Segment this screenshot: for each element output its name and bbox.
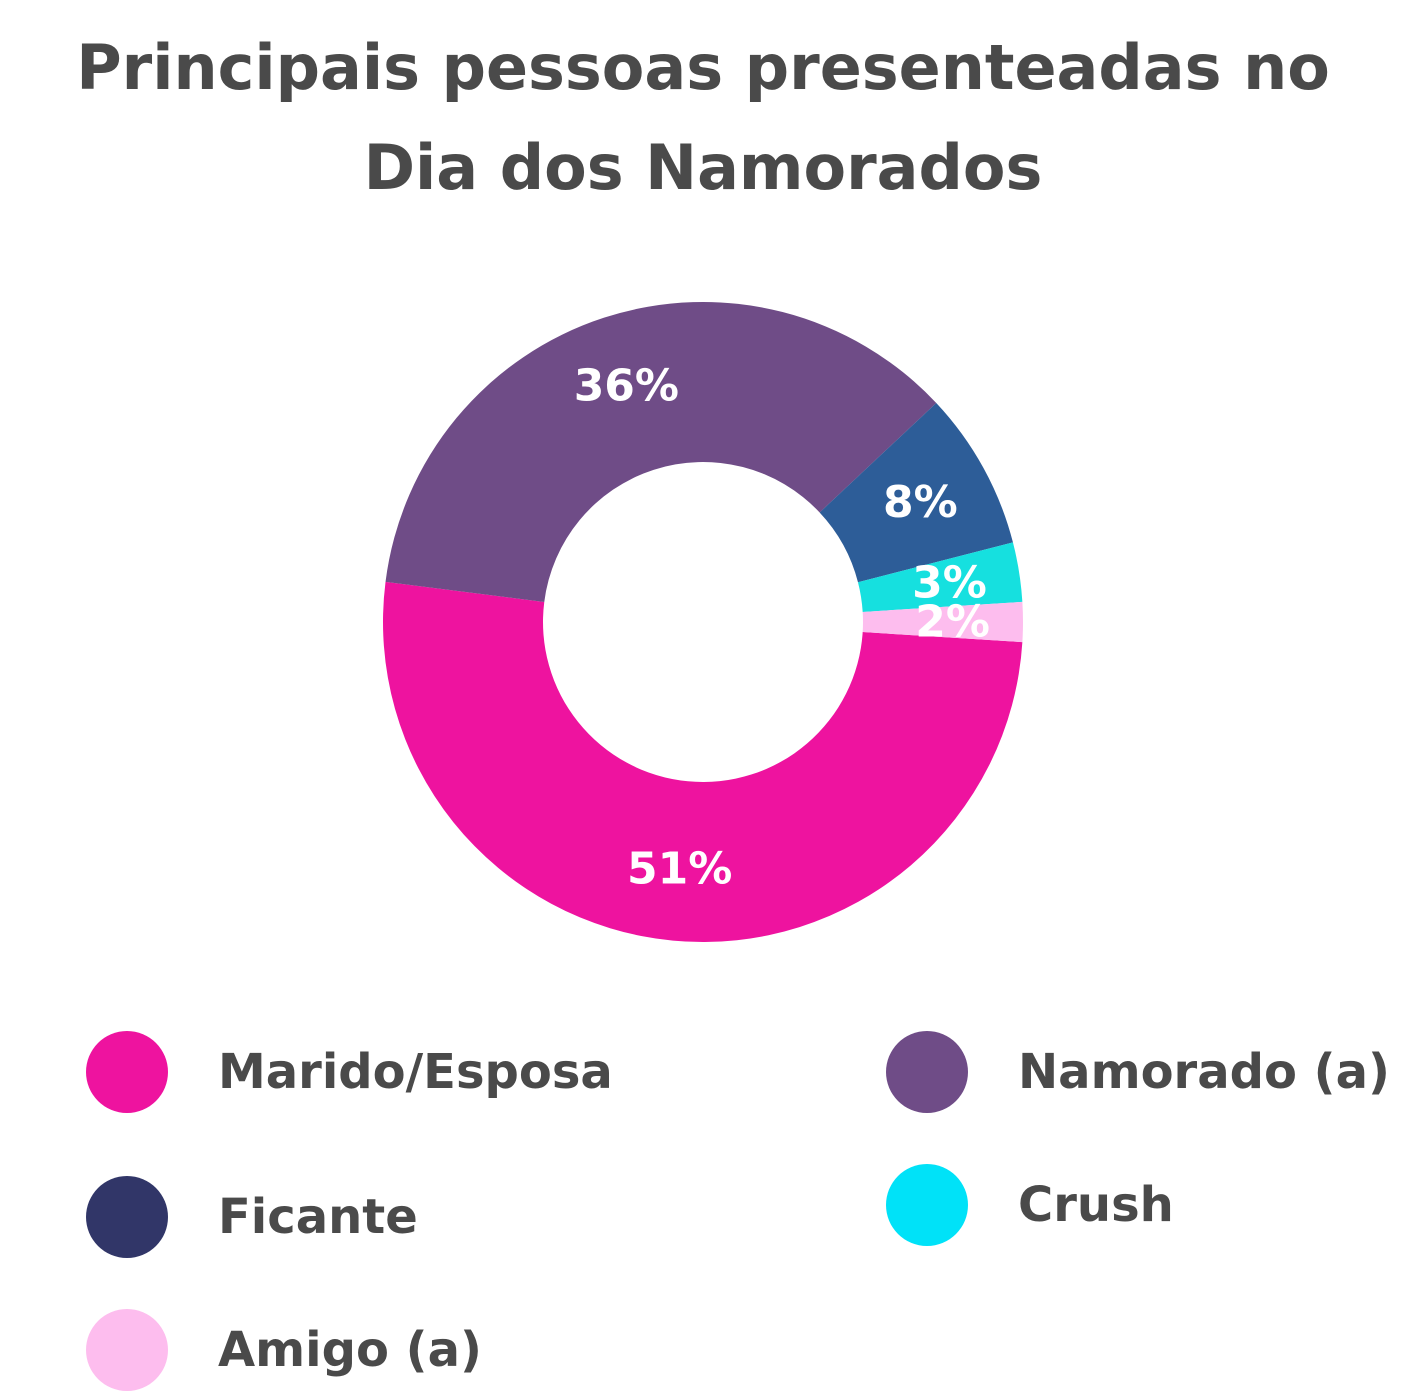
slice-namorado-a[interactable]: [385, 301, 937, 602]
chart-title: Principais pessoas presenteadas no Dia d…: [76, 31, 1330, 204]
slice-label-ficante: 8%: [883, 477, 958, 528]
slice-label-crush: 3%: [912, 557, 987, 608]
slice-amigo-a[interactable]: [862, 601, 1024, 643]
slice-ficante[interactable]: [819, 402, 1013, 583]
slice-label-amigo-a: 2%: [915, 597, 990, 648]
slice-label-namorado-a: 36%: [574, 361, 679, 412]
slice-marido-esposa[interactable]: [382, 581, 1023, 943]
slice-label-marido-esposa: 51%: [627, 843, 732, 894]
slice-crush[interactable]: [857, 542, 1023, 612]
